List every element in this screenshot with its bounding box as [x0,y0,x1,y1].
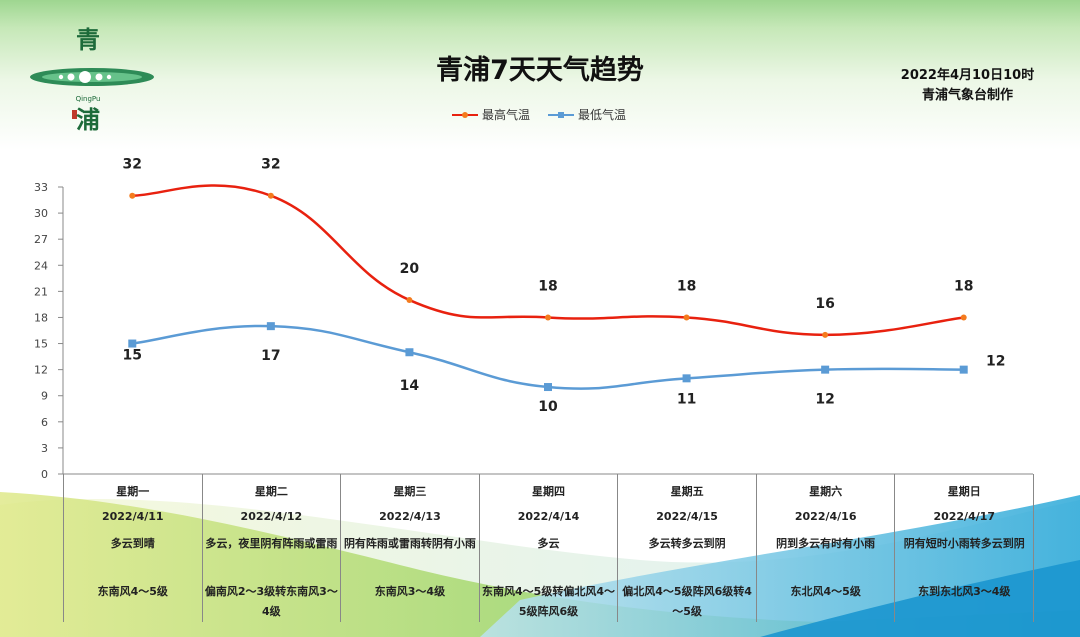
y-tick-label: 3 [41,442,48,455]
forecast-wind: 偏北风4～5级阵风6级转4～5级 [622,585,752,618]
low-temp-point [682,374,691,383]
high-temp-point [545,314,551,321]
forecast-wind: 偏南风2～3级转东南风3～4级 [204,585,338,618]
y-tick-label: 15 [34,338,48,351]
low-temp-point [821,365,830,374]
forecast-weekday: 星期日 [947,485,981,498]
high-temp-point [960,314,967,321]
logo-text-qingpu: QingPu [76,95,101,103]
chart-legend: 最高气温 最低气温 [452,106,626,123]
legend-item-low: 最低气温 [548,106,626,123]
y-tick-label: 27 [34,233,48,246]
forecast-date: 2022/4/16 [794,510,857,523]
forecast-date: 2022/4/14 [517,510,580,523]
forecast-date: 2022/4/11 [101,510,164,523]
y-tick-label: 30 [34,207,48,220]
forecast-weekday: 星期一 [116,485,150,498]
forecast-weather: 多云到晴 [110,537,155,550]
qingpu-logo: 青 QingPu 浦 [30,26,154,134]
forecast-date: 2022/4/17 [933,510,996,523]
high-temp-point [683,314,690,321]
y-tick-label: 6 [41,416,48,429]
high-temp-label: 18 [954,278,973,294]
high-temp-label: 18 [538,278,557,294]
low-temp-label: 12 [815,392,834,408]
forecast-wind: 东南风4～5级转偏北风4～5级阵风6级 [482,585,615,618]
forecast-date: 2022/4/15 [656,510,718,523]
low-temp-label: 17 [261,348,280,364]
forecast-weekday: 星期三 [393,485,427,498]
high-temp-label: 32 [123,157,142,173]
forecast-weather: 阴有短时小雨转多云到阴 [903,537,1025,550]
y-tick-label: 12 [34,364,48,377]
legend-low-swatch [548,111,575,118]
forecast-weekday: 星期五 [670,485,704,498]
y-tick-label: 0 [41,468,48,481]
y-tick-label: 9 [41,390,48,403]
forecast-wind: 东到东北风3～4级 [918,585,1011,598]
chart-title: 青浦7天天气趋势 [436,55,644,86]
high-temp-label: 20 [400,261,420,277]
logo-char-pu: 浦 [76,106,100,134]
y-tick-label: 24 [34,259,48,272]
low-temp-label: 10 [538,399,558,415]
forecast-weather: 阴到多云有时有小雨 [776,537,876,550]
forecast-day-6: 星期六 2022/4/16 阴到多云有时有小雨 东北风4～5级 [757,474,896,622]
legend-high-label: 最高气温 [482,108,531,122]
forecast-weekday: 星期二 [254,485,288,498]
forecast-day-7: 星期日 2022/4/17 阴有短时小雨转多云到阴 东到东北风3～4级 [895,474,1035,622]
low-temp-point [128,339,137,348]
forecast-wind: 东南风4～5级 [97,585,168,598]
low-temp-label: 15 [123,348,142,364]
forecast-day-3: 星期三 2022/4/13 阴有阵雨或雷雨转阴有小雨 东南风3～4级 [341,474,480,622]
forecast-wind: 东南风3～4级 [374,585,446,598]
forecast-table: 星期一 2022/4/11 多云到晴东南风4～5级 星期二 2022/4/12 多云，夜里… [63,474,1035,622]
forecast-day-1: 星期一 2022/4/11 多云到晴东南风4～5级 [64,474,203,622]
logo-char-qing: 青 [76,26,100,54]
issuer: 青浦气象台制作 [921,88,1013,103]
high-temp-label: 32 [261,157,280,173]
low-temp-point [544,383,552,392]
high-temp-point [822,331,829,338]
low-temp-point [405,348,414,357]
forecast-day-5: 星期五 2022/4/15 多云转多云到阴偏北风4～5级阵风6级转4～5级 [618,474,757,622]
legend-low-label: 最低气温 [578,108,627,122]
forecast-weather: 多云，夜里阴有阵雨或雷雨 [205,537,338,550]
high-temp-point [129,192,136,199]
low-temp-label: 14 [400,378,420,394]
y-tick-label: 33 [34,181,48,194]
low-temp-label: 11 [677,391,696,407]
low-temp-point [959,365,968,374]
forecast-day-2: 星期二 2022/4/12 多云，夜里阴有阵雨或雷雨偏南风2～3级转东南风3～4级 [203,474,342,622]
forecast-weather: 阴有阵雨或雷雨转阴有小雨 [343,537,476,550]
forecast-weekday: 星期四 [532,485,566,498]
issue-info: 2022年4月10日10时 青浦气象台制作 [880,66,1055,106]
forecast-weather: 多云 [537,537,560,550]
forecast-date: 2022/4/12 [240,510,303,523]
legend-item-high: 最高气温 [452,106,530,123]
forecast-date: 2022/4/13 [379,510,441,523]
forecast-wind: 东北风4～5级 [790,585,861,598]
series-line-high [132,184,964,337]
legend-high-swatch [452,111,478,118]
forecast-day-4: 星期四 2022/4/14 多云东南风4～5级转偏北风4～5级阵风6级 [480,474,619,622]
forecast-weather: 多云转多云到阴 [648,537,726,550]
issue-time: 2022年4月10日10时 [900,68,1035,83]
high-temp-point [406,297,413,304]
high-temp-point [267,192,274,199]
y-tick-label: 18 [34,311,48,324]
low-temp-point [266,322,275,331]
high-temp-label: 16 [815,296,834,312]
forecast-weekday: 星期六 [809,485,843,498]
high-temp-label: 18 [677,278,696,294]
low-temp-label: 12 [986,354,1005,370]
y-tick-label: 21 [34,285,48,298]
